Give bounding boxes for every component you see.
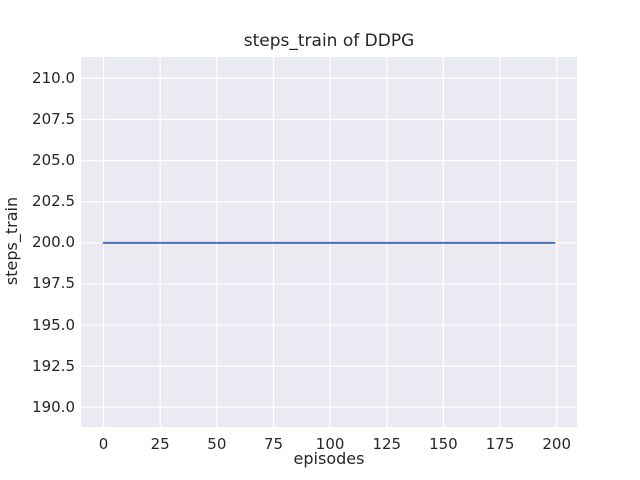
chart-title: steps_train of DDPG (243, 31, 415, 51)
y-tick-label: 200.0 (32, 233, 75, 252)
x-tick-label: 125 (372, 435, 402, 453)
x-tick-label: 0 (98, 435, 109, 453)
y-tick-label: 197.5 (32, 274, 75, 293)
y-tick-label: 192.5 (32, 356, 75, 375)
y-tick-label: 190.0 (32, 397, 75, 416)
y-tick-label: 195.0 (32, 315, 75, 334)
x-tick-label: 25 (150, 435, 170, 453)
x-tick-label: 50 (207, 435, 227, 453)
x-tick-label: 175 (485, 435, 515, 453)
x-tick-label: 200 (542, 435, 572, 453)
y-tick-label: 202.5 (32, 192, 75, 211)
x-tick-label: 100 (315, 435, 345, 453)
y-tick-label: 207.5 (32, 109, 75, 128)
x-axis-label: episodes (293, 449, 365, 468)
x-tick-label: 75 (263, 435, 284, 453)
x-tick-label: 150 (429, 435, 458, 453)
y-tick-label: 210.0 (32, 68, 75, 87)
y-tick-label: 205.0 (32, 151, 75, 170)
